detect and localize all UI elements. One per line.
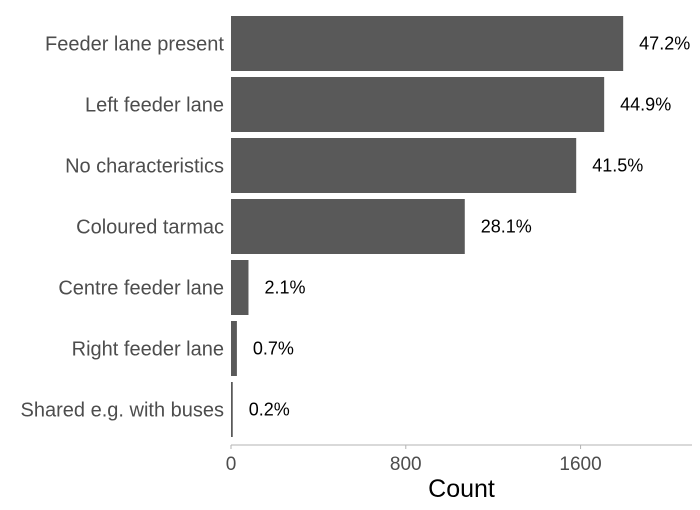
data-label: 41.5% [592,156,643,176]
bar [231,382,233,437]
bar [231,16,624,71]
data-label: 28.1% [481,217,532,237]
data-label: 44.9% [620,95,671,115]
x-tick-label: 0 [226,454,237,475]
category-label: No characteristics [65,156,224,178]
data-labels-group: 47.2% 44.9% 41.5% 28.1% 2.1% 0.7% 0.2% [249,34,690,420]
data-label: 0.7% [253,339,294,359]
bar [231,138,577,193]
x-tick-label: 1600 [559,454,601,475]
bar [231,199,465,254]
data-label: 47.2% [639,34,690,54]
x-ticks-group: 0 800 1600 [226,445,602,475]
category-labels-group: Feeder lane present Left feeder lane No ch… [21,34,225,422]
x-axis-title: Count [428,475,495,503]
category-label: Shared e.g. with buses [21,400,224,422]
data-label: 2.1% [264,278,305,298]
x-tick-label: 800 [390,454,422,475]
bar [231,77,605,132]
category-label: Coloured tarmac [76,217,224,239]
bar [231,321,237,376]
category-label: Right feeder lane [72,339,224,361]
category-label: Left feeder lane [85,95,224,117]
bars-group [231,16,624,437]
category-label: Centre feeder lane [58,278,224,300]
data-label: 0.2% [249,400,290,420]
bar [231,260,249,315]
category-label: Feeder lane present [45,34,224,56]
